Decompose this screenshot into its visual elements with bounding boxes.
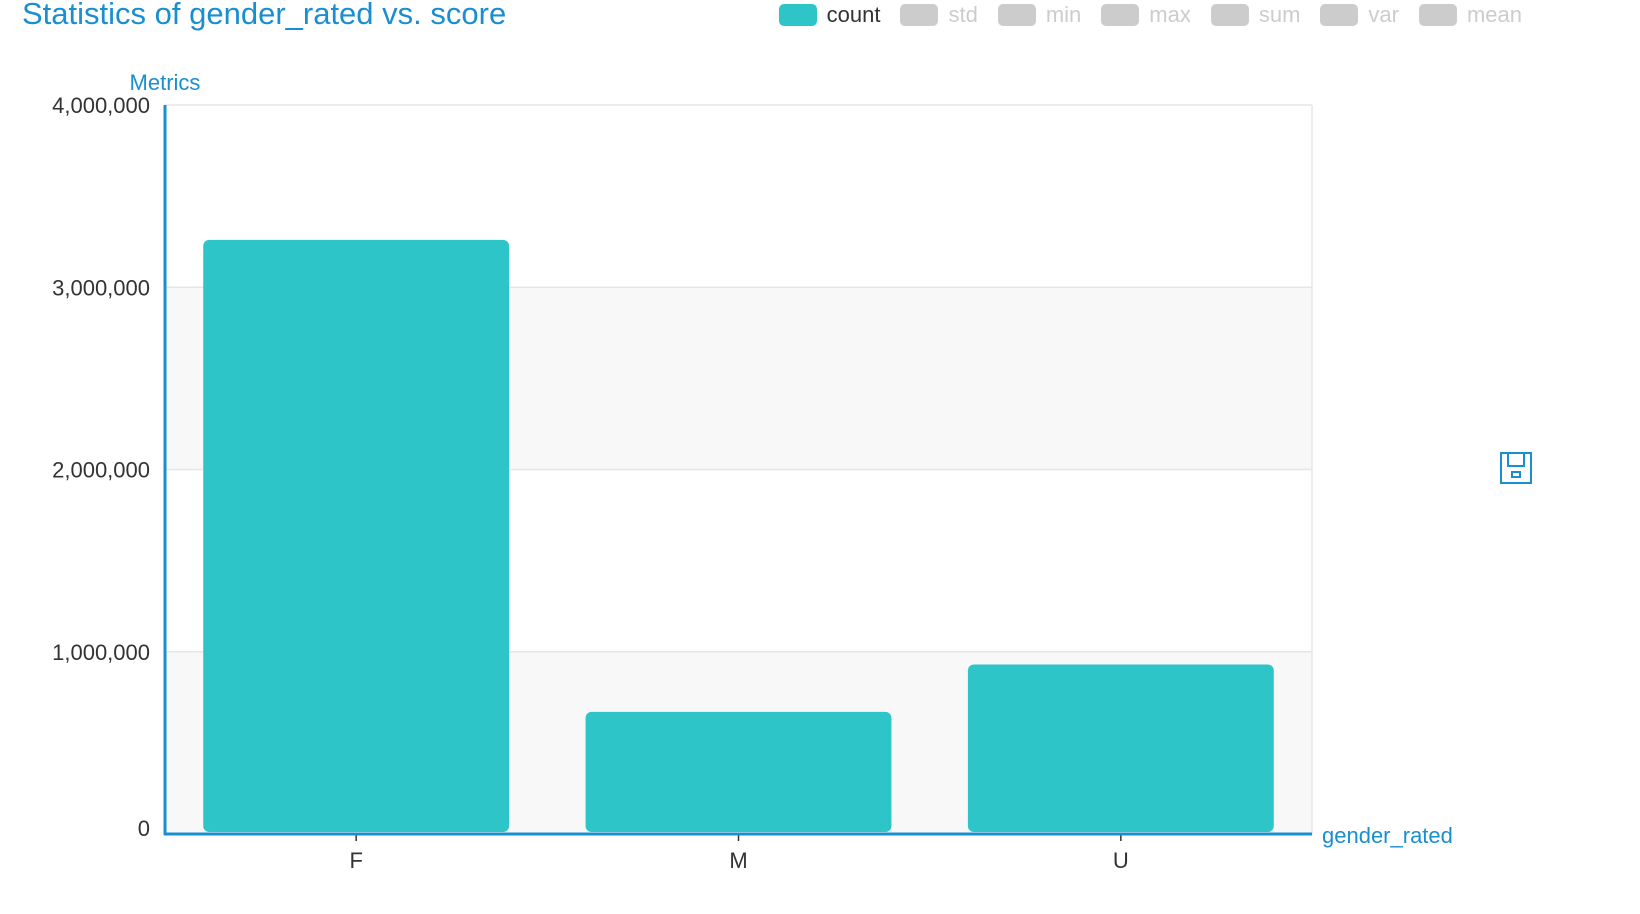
bar-F <box>203 239 510 833</box>
legend-item-count[interactable]: count <box>778 2 881 28</box>
legend-label: min <box>1045 2 1082 27</box>
y-tick-label: 3,000,000 <box>52 275 150 300</box>
legend: count std min max sum var mean <box>778 0 1522 30</box>
legend-item-var[interactable]: var <box>1320 2 1399 28</box>
y-axis-title: Metrics <box>130 70 201 95</box>
bar-M <box>585 711 892 832</box>
x-axis-title: gender_rated <box>1322 823 1453 848</box>
legend-label: std <box>948 2 978 27</box>
legend-swatch <box>1101 4 1140 26</box>
legend-label: var <box>1368 2 1399 27</box>
bar-U <box>967 664 1274 832</box>
legend-item-sum[interactable]: sum <box>1210 2 1301 28</box>
legend-item-max[interactable]: max <box>1101 2 1191 28</box>
legend-label: count <box>826 2 881 27</box>
legend-swatch <box>1418 4 1457 26</box>
save-icon[interactable] <box>1499 451 1533 485</box>
chart-title: Statistics of gender_rated vs. score <box>22 0 507 31</box>
x-tick-label: M <box>729 848 747 873</box>
y-tick-label: 0 <box>138 816 150 841</box>
legend-label: mean <box>1466 2 1522 27</box>
legend-item-std[interactable]: std <box>900 2 978 28</box>
legend-item-min[interactable]: min <box>997 2 1082 28</box>
x-tick-label: F <box>349 848 362 873</box>
legend-swatch <box>778 4 817 26</box>
legend-label: max <box>1149 2 1191 27</box>
y-tick-label: 2,000,000 <box>52 458 150 483</box>
legend-swatch <box>1210 4 1249 26</box>
y-tick-label: 4,000,000 <box>52 93 150 118</box>
legend-item-mean[interactable]: mean <box>1418 2 1522 28</box>
legend-swatch <box>997 4 1036 26</box>
legend-swatch <box>1320 4 1359 26</box>
legend-swatch <box>900 4 939 26</box>
legend-label: sum <box>1258 2 1301 27</box>
x-tick-label: U <box>1113 848 1129 873</box>
y-tick-label: 1,000,000 <box>52 640 150 665</box>
